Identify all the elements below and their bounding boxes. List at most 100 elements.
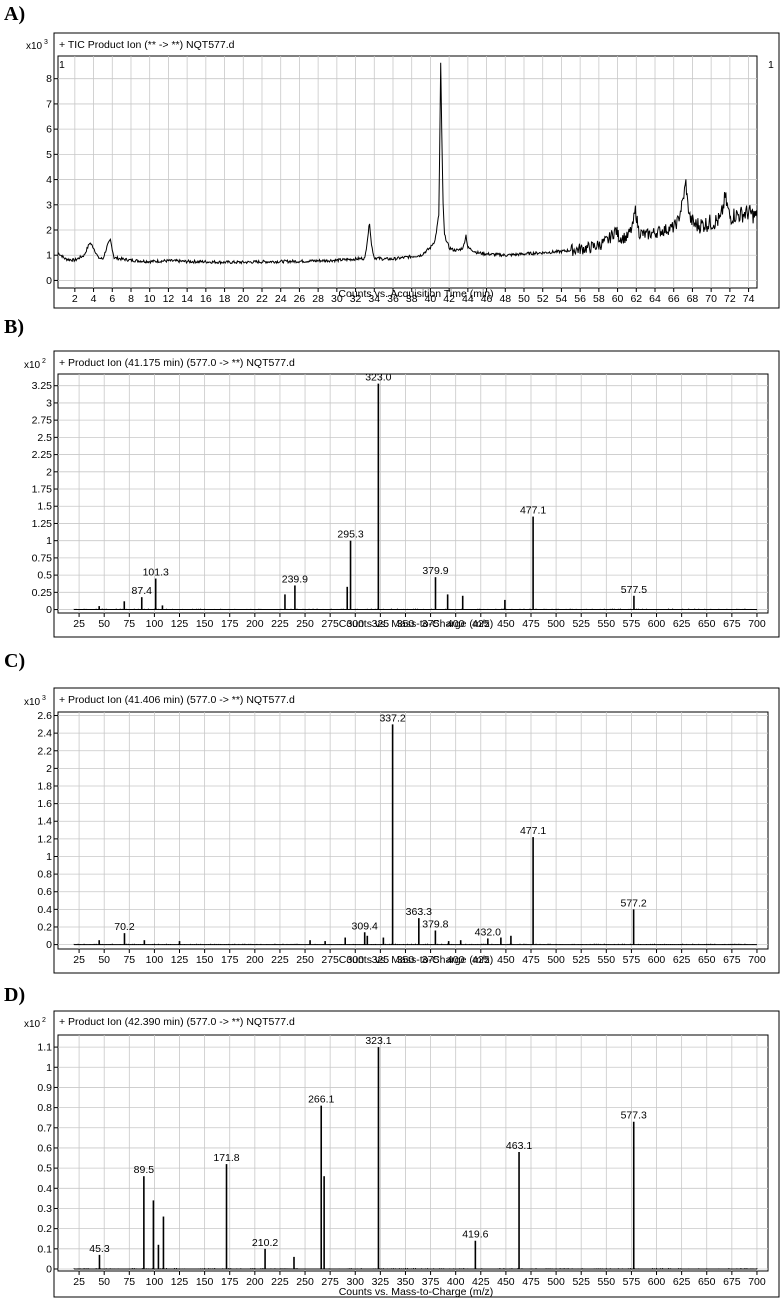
panel-d-header: + Product Ion (42.390 min) (577.0 -> **)… <box>59 1016 295 1028</box>
x-tick-label: 36 <box>387 293 399 305</box>
x-tick-label: 125 <box>171 618 189 630</box>
x-tick-label: 75 <box>123 1276 135 1288</box>
x-tick-label: 175 <box>221 1276 239 1288</box>
panel-a-plot: 2 4 6 8 10 12 14 16 18 20 22 24 26 28 30 32 34 36 38 40 42 44… <box>46 55 758 305</box>
peak-label: 239.9 <box>282 573 308 585</box>
x-tick-label: 600 <box>648 1276 666 1288</box>
x-tick-label: 75 <box>123 618 135 630</box>
x-tick-label: 44 <box>462 293 474 305</box>
y-tick-label: 0.5 <box>37 570 52 582</box>
x-tick-label: 600 <box>648 954 666 966</box>
x-tick-label: 525 <box>572 1276 590 1288</box>
panel-b-xlabel: Counts vs. Mass-to-Charge (m/z) <box>339 618 494 630</box>
panel-b-multiplier-exp: 2 <box>42 358 46 365</box>
panel-b-plot: 25 50 75 100 125 150 175 200 225 250 275 300 325 350 3… <box>32 372 769 630</box>
panel-c-xlabel: Counts vs. Mass-to-Charge (m/z) <box>339 954 494 966</box>
peak-label: 419.6 <box>462 1229 488 1241</box>
x-tick-label: 400 <box>447 1276 465 1288</box>
panel-c: C) x10 3 + Product Ion (41.406 min) (577… <box>4 650 780 974</box>
x-tick-label: 75 <box>123 954 135 966</box>
y-tick-label: 0 <box>46 939 52 951</box>
x-tick-label: 2 <box>72 293 78 305</box>
x-tick-label: 550 <box>598 1276 616 1288</box>
peak-label: 87.4 <box>132 585 153 597</box>
x-tick-label: 64 <box>649 293 661 305</box>
x-tick-label: 475 <box>522 954 540 966</box>
y-tick-label: 0 <box>46 275 52 287</box>
peak-label: 477.1 <box>520 505 546 517</box>
x-tick-label: 300 <box>346 954 364 966</box>
x-tick-label: 74 <box>743 293 755 305</box>
x-tick-label: 625 <box>673 954 691 966</box>
y-tick-label: 1 <box>46 851 52 863</box>
y-tick-label: 1 <box>46 535 52 547</box>
y-tick-label: 1.5 <box>37 501 52 513</box>
y-tick-label: 0.6 <box>37 886 52 898</box>
peak-label: 577.3 <box>621 1110 647 1122</box>
panel-c-multiplier-exp: 3 <box>42 695 46 702</box>
y-tick-label: 0.7 <box>37 1122 52 1134</box>
y-tick-label: 4 <box>46 174 52 186</box>
x-tick-label: 575 <box>623 954 641 966</box>
x-tick-label: 275 <box>321 954 339 966</box>
x-tick-label: 150 <box>196 954 214 966</box>
peak-label: 577.5 <box>621 584 647 596</box>
x-tick-label: 350 <box>397 954 415 966</box>
panel-a-frame <box>53 32 780 309</box>
y-tick-label: 1 <box>46 250 52 262</box>
panel-a: A) x10 3 + TIC Product Ion (** -> **) NQ… <box>4 3 780 309</box>
x-tick-label: 650 <box>698 618 716 630</box>
y-tick-label: 1 <box>46 1062 52 1074</box>
x-tick-label: 225 <box>271 618 289 630</box>
peak-label: 171.8 <box>213 1152 239 1164</box>
x-tick-label: 200 <box>246 1276 264 1288</box>
peak-label: 45.3 <box>89 1243 110 1255</box>
y-tick-label: 2 <box>46 225 52 237</box>
x-tick-label: 450 <box>497 954 515 966</box>
panel-b-letter: B) <box>4 316 24 338</box>
y-tick-label: 0.2 <box>37 1223 52 1235</box>
x-tick-label: 150 <box>196 618 214 630</box>
panel-d-xlabel: Counts vs. Mass-to-Charge (m/z) <box>339 1286 494 1298</box>
y-tick-label: 3.25 <box>32 380 53 392</box>
y-tick-label: 2 <box>46 763 52 775</box>
y-tick-label: 5 <box>46 149 52 161</box>
y-tick-label: 0.5 <box>37 1163 52 1175</box>
x-tick-label: 675 <box>723 1276 741 1288</box>
peak-label: 379.8 <box>422 918 448 930</box>
y-tick-label: 2.4 <box>37 728 52 740</box>
x-tick-label: 225 <box>271 1276 289 1288</box>
panel-d-multiplier: x10 <box>24 1019 41 1030</box>
x-tick-label: 125 <box>171 1276 189 1288</box>
y-tick-label: 1.8 <box>37 781 52 793</box>
x-tick-label: 50 <box>98 1276 110 1288</box>
y-tick-label: 0.75 <box>32 552 53 564</box>
panel-b-header: + Product Ion (41.175 min) (577.0 -> **)… <box>59 357 295 369</box>
x-tick-label: 625 <box>673 618 691 630</box>
panel-c-multiplier: x10 <box>24 697 41 708</box>
panel-a-corner-left: 1 <box>59 59 65 71</box>
x-tick-label: 450 <box>497 618 515 630</box>
x-tick-label: 10 <box>144 293 156 305</box>
peak-label: 323.1 <box>365 1035 391 1047</box>
x-tick-label: 50 <box>98 618 110 630</box>
panel-a-multiplier: x10 <box>26 41 43 52</box>
panel-a-xlabel: Counts vs. Acquisition Time (min) <box>338 288 493 300</box>
x-tick-label: 300 <box>346 1276 364 1288</box>
x-tick-label: 16 <box>200 293 212 305</box>
x-tick-label: 100 <box>146 618 164 630</box>
x-tick-label: 650 <box>698 1276 716 1288</box>
y-tick-label: 1.2 <box>37 833 52 845</box>
x-tick-label: 54 <box>556 293 568 305</box>
y-tick-label: 2.25 <box>32 449 53 461</box>
y-tick-label: 2.75 <box>32 415 53 427</box>
peak-label: 323.0 <box>365 372 391 384</box>
y-tick-label: 2.5 <box>37 432 52 444</box>
x-tick-label: 200 <box>246 954 264 966</box>
x-tick-label: 25 <box>73 1276 85 1288</box>
y-tick-label: 3 <box>46 397 52 409</box>
x-tick-label: 550 <box>598 618 616 630</box>
peak-label: 477.1 <box>520 825 546 837</box>
x-tick-label: 4 <box>91 293 97 305</box>
x-tick-label: 300 <box>346 618 364 630</box>
